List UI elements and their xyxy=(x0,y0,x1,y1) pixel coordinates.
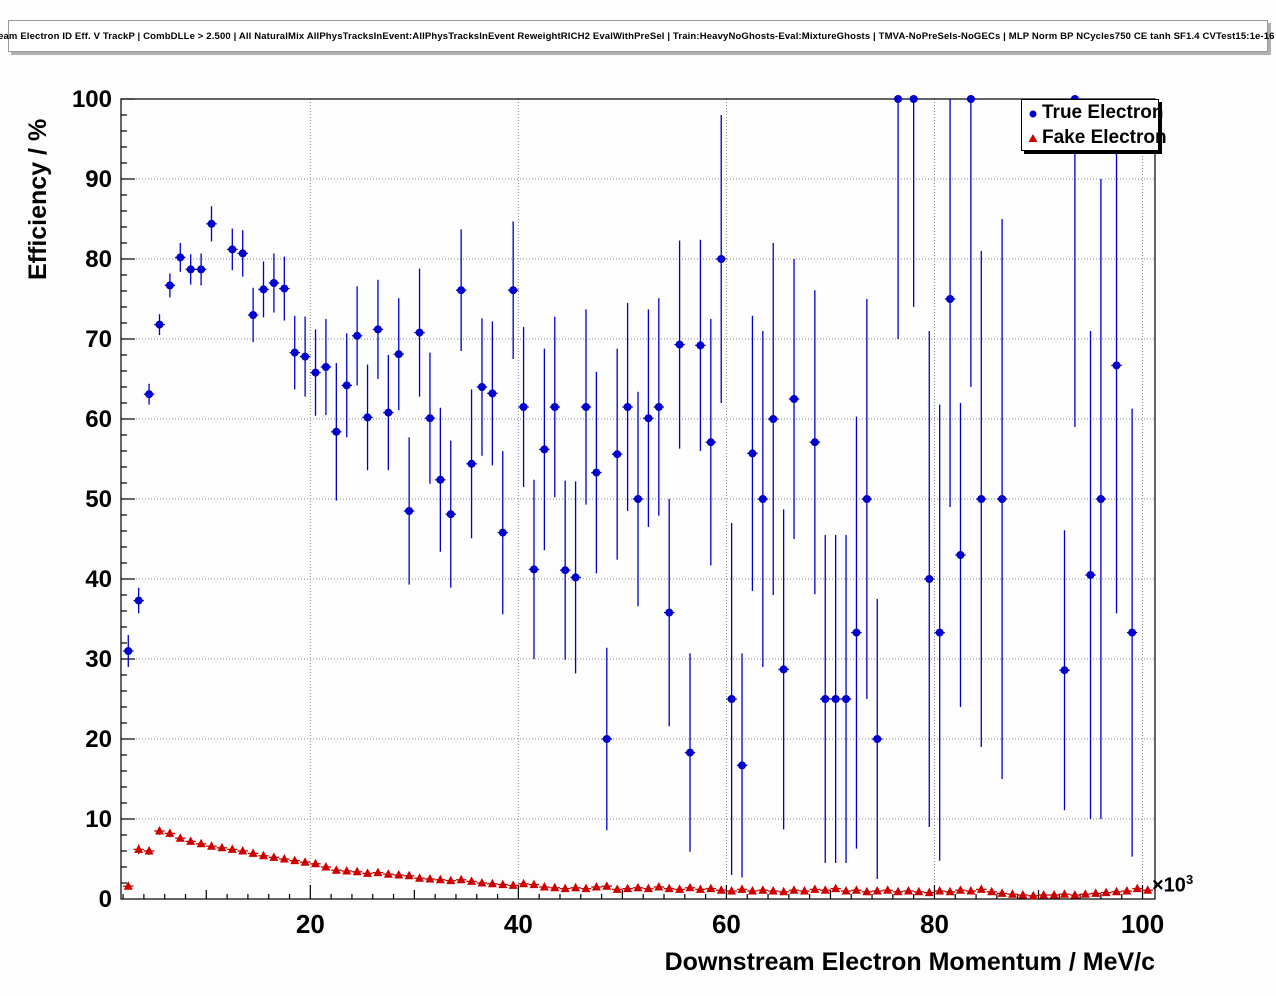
plot-title-pave: Downstream Electron ID Eff. V TrackP | C… xyxy=(0,20,1276,52)
svg-text:100: 100 xyxy=(1121,909,1164,939)
svg-text:20: 20 xyxy=(296,909,325,939)
x-axis-ticks xyxy=(122,885,1144,899)
svg-text:80: 80 xyxy=(85,246,112,273)
series-fake-electron xyxy=(123,826,1153,900)
y-axis-ticks xyxy=(121,98,135,884)
x-axis-multiplier-base: ×10 xyxy=(1152,874,1186,897)
svg-text:80: 80 xyxy=(920,909,949,939)
svg-text:70: 70 xyxy=(85,326,112,353)
svg-text:60: 60 xyxy=(85,406,112,433)
fake-electron-marker-icon xyxy=(1026,131,1040,145)
plot-title-text: Downstream Electron ID Eff. V TrackP | C… xyxy=(0,30,1276,42)
x-axis-multiplier-exponent: 3 xyxy=(1185,872,1194,887)
svg-text:0: 0 xyxy=(99,886,112,913)
svg-text:10: 10 xyxy=(85,806,112,833)
true-electron-marker-icon xyxy=(1026,106,1040,120)
legend-label-true-electron: True Electron xyxy=(1042,101,1164,123)
x-tick-labels: 20 40 60 80 100 xyxy=(296,909,1164,939)
svg-text:60: 60 xyxy=(712,909,741,939)
svg-text:40: 40 xyxy=(504,909,533,939)
svg-text:90: 90 xyxy=(85,166,112,193)
legend: True Electron Fake Electron xyxy=(1021,99,1167,151)
svg-text:40: 40 xyxy=(85,566,112,593)
legend-entry-fake-electron: Fake Electron xyxy=(1022,125,1167,150)
x-axis-multiplier: ×103 xyxy=(1152,872,1193,898)
y-tick-labels: 0 10 20 30 40 50 60 70 80 90 100 xyxy=(72,86,112,913)
svg-text:20: 20 xyxy=(85,726,112,753)
legend-label-fake-electron: Fake Electron xyxy=(1042,126,1167,148)
svg-text:100: 100 xyxy=(72,86,112,113)
svg-text:30: 30 xyxy=(85,646,112,673)
y-axis-title: Efficiency / % xyxy=(24,118,52,280)
series-true-electron xyxy=(123,95,1138,879)
svg-text:50: 50 xyxy=(85,486,112,513)
x-axis-title: Downstream Electron Momentum / MeV/c xyxy=(664,948,1155,976)
legend-entry-true-electron: True Electron xyxy=(1022,100,1163,125)
